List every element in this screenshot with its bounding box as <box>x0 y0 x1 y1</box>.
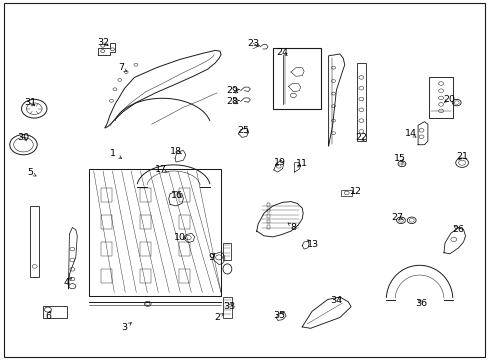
Bar <box>89 169 221 296</box>
Bar <box>266 225 270 229</box>
Bar <box>266 203 270 207</box>
Text: 13: 13 <box>306 240 318 248</box>
Bar <box>101 188 112 202</box>
Bar <box>101 242 112 256</box>
Text: 34: 34 <box>330 296 342 305</box>
Bar <box>223 297 231 318</box>
Text: 20: 20 <box>442 95 454 104</box>
Text: 9: 9 <box>208 253 214 262</box>
Text: 29: 29 <box>226 86 238 95</box>
Text: 19: 19 <box>273 158 285 167</box>
Text: 22: 22 <box>354 133 366 142</box>
Text: 6: 6 <box>45 312 51 321</box>
Text: 24: 24 <box>276 48 288 57</box>
Text: 23: 23 <box>247 40 259 49</box>
Text: 26: 26 <box>452 225 464 234</box>
Bar <box>179 188 190 202</box>
Text: 4: 4 <box>63 278 69 287</box>
Text: 11: 11 <box>296 159 307 168</box>
Bar <box>140 242 151 256</box>
Text: 18: 18 <box>170 147 182 156</box>
Bar <box>341 190 351 196</box>
Text: 12: 12 <box>349 187 361 196</box>
Text: 2: 2 <box>214 313 220 322</box>
Text: 36: 36 <box>415 299 427 307</box>
Text: 16: 16 <box>171 191 183 199</box>
Text: 15: 15 <box>393 154 405 163</box>
Bar <box>43 306 66 318</box>
Bar <box>179 242 190 256</box>
Bar <box>30 206 39 277</box>
Text: 31: 31 <box>24 98 36 107</box>
Text: 32: 32 <box>98 38 109 47</box>
Text: 7: 7 <box>118 63 124 72</box>
Text: 8: 8 <box>290 223 296 232</box>
Bar <box>266 209 270 212</box>
Text: 21: 21 <box>455 152 467 161</box>
Bar <box>140 188 151 202</box>
Text: 30: 30 <box>18 133 29 142</box>
Text: 3: 3 <box>122 323 127 332</box>
Bar <box>266 214 270 218</box>
Bar <box>266 220 270 223</box>
Bar <box>179 269 190 283</box>
Bar <box>356 63 365 141</box>
Bar <box>223 243 231 260</box>
Text: 27: 27 <box>390 213 402 222</box>
Text: 28: 28 <box>226 97 238 106</box>
Text: 5: 5 <box>27 168 33 177</box>
Bar <box>140 215 151 229</box>
Text: 35: 35 <box>273 310 285 320</box>
Text: 10: 10 <box>174 233 185 242</box>
Text: 14: 14 <box>404 130 416 139</box>
Bar <box>101 269 112 283</box>
Text: 25: 25 <box>237 126 249 135</box>
Text: 17: 17 <box>155 166 167 175</box>
Bar <box>140 269 151 283</box>
Bar <box>101 215 112 229</box>
Bar <box>428 77 452 118</box>
Text: 1: 1 <box>109 149 115 158</box>
Bar <box>179 215 190 229</box>
Text: 33: 33 <box>222 302 235 311</box>
Bar <box>272 48 320 109</box>
